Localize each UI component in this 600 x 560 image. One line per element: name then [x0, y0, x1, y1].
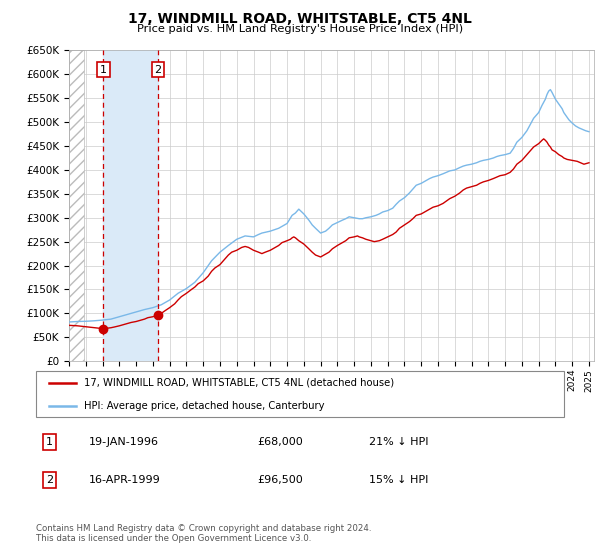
Text: 17, WINDMILL ROAD, WHITSTABLE, CT5 4NL (detached house): 17, WINDMILL ROAD, WHITSTABLE, CT5 4NL (… [83, 378, 394, 388]
Bar [103, 50, 158, 361]
Text: Price paid vs. HM Land Registry's House Price Index (HPI): Price paid vs. HM Land Registry's House … [137, 24, 463, 34]
Text: 15% ↓ HPI: 15% ↓ HPI [368, 475, 428, 486]
Text: Contains HM Land Registry data © Crown copyright and database right 2024.
This d: Contains HM Land Registry data © Crown c… [36, 524, 371, 543]
Bar [69, 50, 84, 361]
Text: 1: 1 [100, 64, 107, 74]
Text: 16-APR-1999: 16-APR-1999 [89, 475, 161, 486]
Text: 21% ↓ HPI: 21% ↓ HPI [368, 437, 428, 447]
FancyBboxPatch shape [36, 371, 564, 417]
Text: £96,500: £96,500 [258, 475, 304, 486]
Text: HPI: Average price, detached house, Canterbury: HPI: Average price, detached house, Cant… [83, 401, 324, 410]
Text: £68,000: £68,000 [258, 437, 304, 447]
Text: 19-JAN-1996: 19-JAN-1996 [89, 437, 159, 447]
Text: 2: 2 [154, 64, 161, 74]
Text: 17, WINDMILL ROAD, WHITSTABLE, CT5 4NL: 17, WINDMILL ROAD, WHITSTABLE, CT5 4NL [128, 12, 472, 26]
Text: 2: 2 [46, 475, 53, 486]
Text: 1: 1 [46, 437, 53, 447]
